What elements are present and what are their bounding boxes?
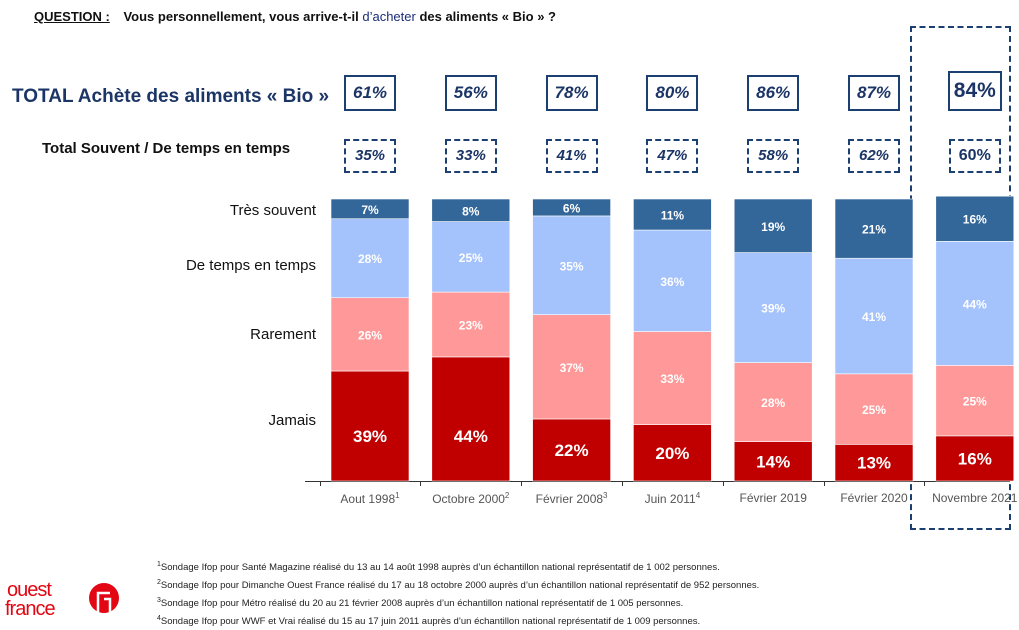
total-box: 80%	[646, 75, 699, 111]
ouest-france-logo: ouest france	[5, 579, 119, 619]
data-label-de-temps-en-temps: 39%	[761, 302, 785, 316]
data-label-rarement: 23%	[459, 318, 483, 332]
subtotal-box: 41%	[545, 139, 598, 173]
bar-segment-tres-souvent	[935, 195, 1015, 242]
footnote-2: 2Sondage Ifop pour Dimanche Ouest France…	[157, 579, 760, 592]
bar-segment-tres-souvent	[633, 198, 712, 231]
bar-segment-tres-souvent	[330, 198, 410, 220]
bar-segment-jamais	[633, 424, 712, 482]
data-label-tres-souvent: 6%	[563, 201, 581, 215]
bar-segment-jamais	[431, 356, 511, 482]
x-tick-label: Novembre 2021	[932, 491, 1018, 505]
data-label-jamais: 22%	[555, 441, 589, 460]
total-box: 56%	[444, 75, 497, 111]
subtotal-box: 60%	[948, 139, 1001, 173]
total-box: 84%	[947, 71, 1002, 111]
footnote-3: 3Sondage Ifop pour Métro réalisé du 20 a…	[157, 597, 684, 610]
data-label-jamais: 20%	[655, 444, 689, 463]
question-text-before: Vous personnellement, vous arrive-t-il	[123, 9, 363, 24]
bar-segment-tres-souvent	[431, 198, 511, 222]
data-label-rarement: 28%	[761, 396, 785, 410]
bar-segment-tres-souvent	[733, 198, 813, 253]
bar-segment-de-temps-en-temps	[532, 215, 611, 315]
x-tick-label: Février 2019	[739, 491, 807, 505]
data-label-tres-souvent: 8%	[462, 204, 480, 218]
data-label-jamais: 39%	[353, 427, 387, 446]
legend-de-temps-en-temps: De temps en temps	[185, 257, 316, 274]
legend-jamais: Jamais	[268, 412, 316, 429]
bar-segment-de-temps-en-temps	[330, 218, 410, 299]
data-label-jamais: 13%	[857, 454, 891, 473]
logo-line2: france	[5, 598, 55, 619]
data-label-rarement: 25%	[963, 395, 987, 409]
bar-segment-de-temps-en-temps	[733, 252, 813, 363]
bar-segment-rarement	[330, 297, 410, 372]
bar-segment-jamais	[733, 441, 813, 482]
bar-segment-rarement	[733, 362, 813, 442]
subtotal-box: 35%	[344, 139, 396, 173]
data-label-de-temps-en-temps: 36%	[660, 275, 684, 289]
x-tick-label: Juin 20114	[644, 491, 701, 506]
bar-segment-jamais	[330, 370, 410, 482]
data-label-tres-souvent: 21%	[862, 223, 886, 237]
total-box: 61%	[344, 75, 396, 111]
bar-segment-jamais	[532, 418, 611, 482]
footnote-1: 1Sondage Ifop pour Santé Magazine réalis…	[157, 561, 720, 574]
bar-segment-de-temps-en-temps	[935, 241, 1015, 366]
data-label-tres-souvent: 16%	[963, 213, 987, 227]
data-label-tres-souvent: 7%	[361, 203, 379, 217]
total-box: 78%	[545, 75, 598, 111]
data-label-de-temps-en-temps: 44%	[963, 297, 987, 311]
data-label-tres-souvent: 11%	[661, 209, 685, 223]
data-label-rarement: 26%	[358, 328, 382, 342]
total-box: 86%	[747, 75, 800, 111]
data-label-tres-souvent: 19%	[761, 220, 785, 234]
subtotal-row-label: Total Souvent / De temps en temps	[42, 140, 291, 157]
question-label: QUESTION :	[34, 9, 110, 24]
data-label-de-temps-en-temps: 35%	[560, 259, 584, 273]
question-text-after: des aliments « Bio » ?	[415, 9, 556, 24]
subtotal-box: 47%	[646, 139, 699, 173]
subtotal-box: 58%	[747, 139, 800, 173]
data-label-jamais: 16%	[958, 449, 992, 468]
bar-segment-tres-souvent	[834, 198, 914, 259]
total-row-label: TOTAL Achète des aliments « Bio »	[12, 86, 330, 107]
bar-segment-rarement	[935, 365, 1015, 437]
footnotes: 1Sondage Ifop pour Santé Magazine réalis…	[157, 557, 759, 630]
bar-segment-de-temps-en-temps	[834, 257, 914, 375]
bar-segment-rarement	[834, 373, 914, 445]
x-tick-label: Octobre 20002	[432, 491, 510, 506]
data-label-de-temps-en-temps: 25%	[459, 251, 483, 265]
bar-segment-rarement	[532, 314, 611, 420]
data-label-de-temps-en-temps: 41%	[862, 310, 886, 324]
x-tick-label: Février 20083	[535, 491, 608, 506]
logo-line1: ouest	[7, 579, 52, 601]
bar-segment-rarement	[633, 331, 712, 425]
bar-segment-jamais	[834, 444, 914, 482]
data-label-jamais: 14%	[756, 452, 790, 471]
x-tick-label: Février 2020	[840, 491, 908, 505]
data-label-rarement: 33%	[660, 372, 684, 386]
question: QUESTION : Vous personnellement, vous ar…	[34, 9, 556, 24]
legend-tres-souvent: Très souvent	[229, 202, 316, 219]
data-label-de-temps-en-temps: 28%	[358, 252, 382, 266]
total-box: 87%	[848, 75, 900, 111]
data-label-jamais: 44%	[454, 427, 488, 446]
data-label-rarement: 37%	[560, 361, 584, 375]
subtotal-box: 33%	[444, 139, 497, 173]
legend-rarement: Rarement	[250, 326, 316, 343]
bar-segment-de-temps-en-temps	[431, 221, 511, 293]
subtotal-box: 62%	[848, 139, 900, 173]
question-text-accent: d’acheter	[362, 9, 416, 24]
x-tick-label: Aout 19981	[340, 491, 400, 506]
bar-segment-tres-souvent	[532, 198, 611, 217]
bar-segment-de-temps-en-temps	[633, 229, 712, 332]
data-label-rarement: 25%	[862, 403, 886, 417]
